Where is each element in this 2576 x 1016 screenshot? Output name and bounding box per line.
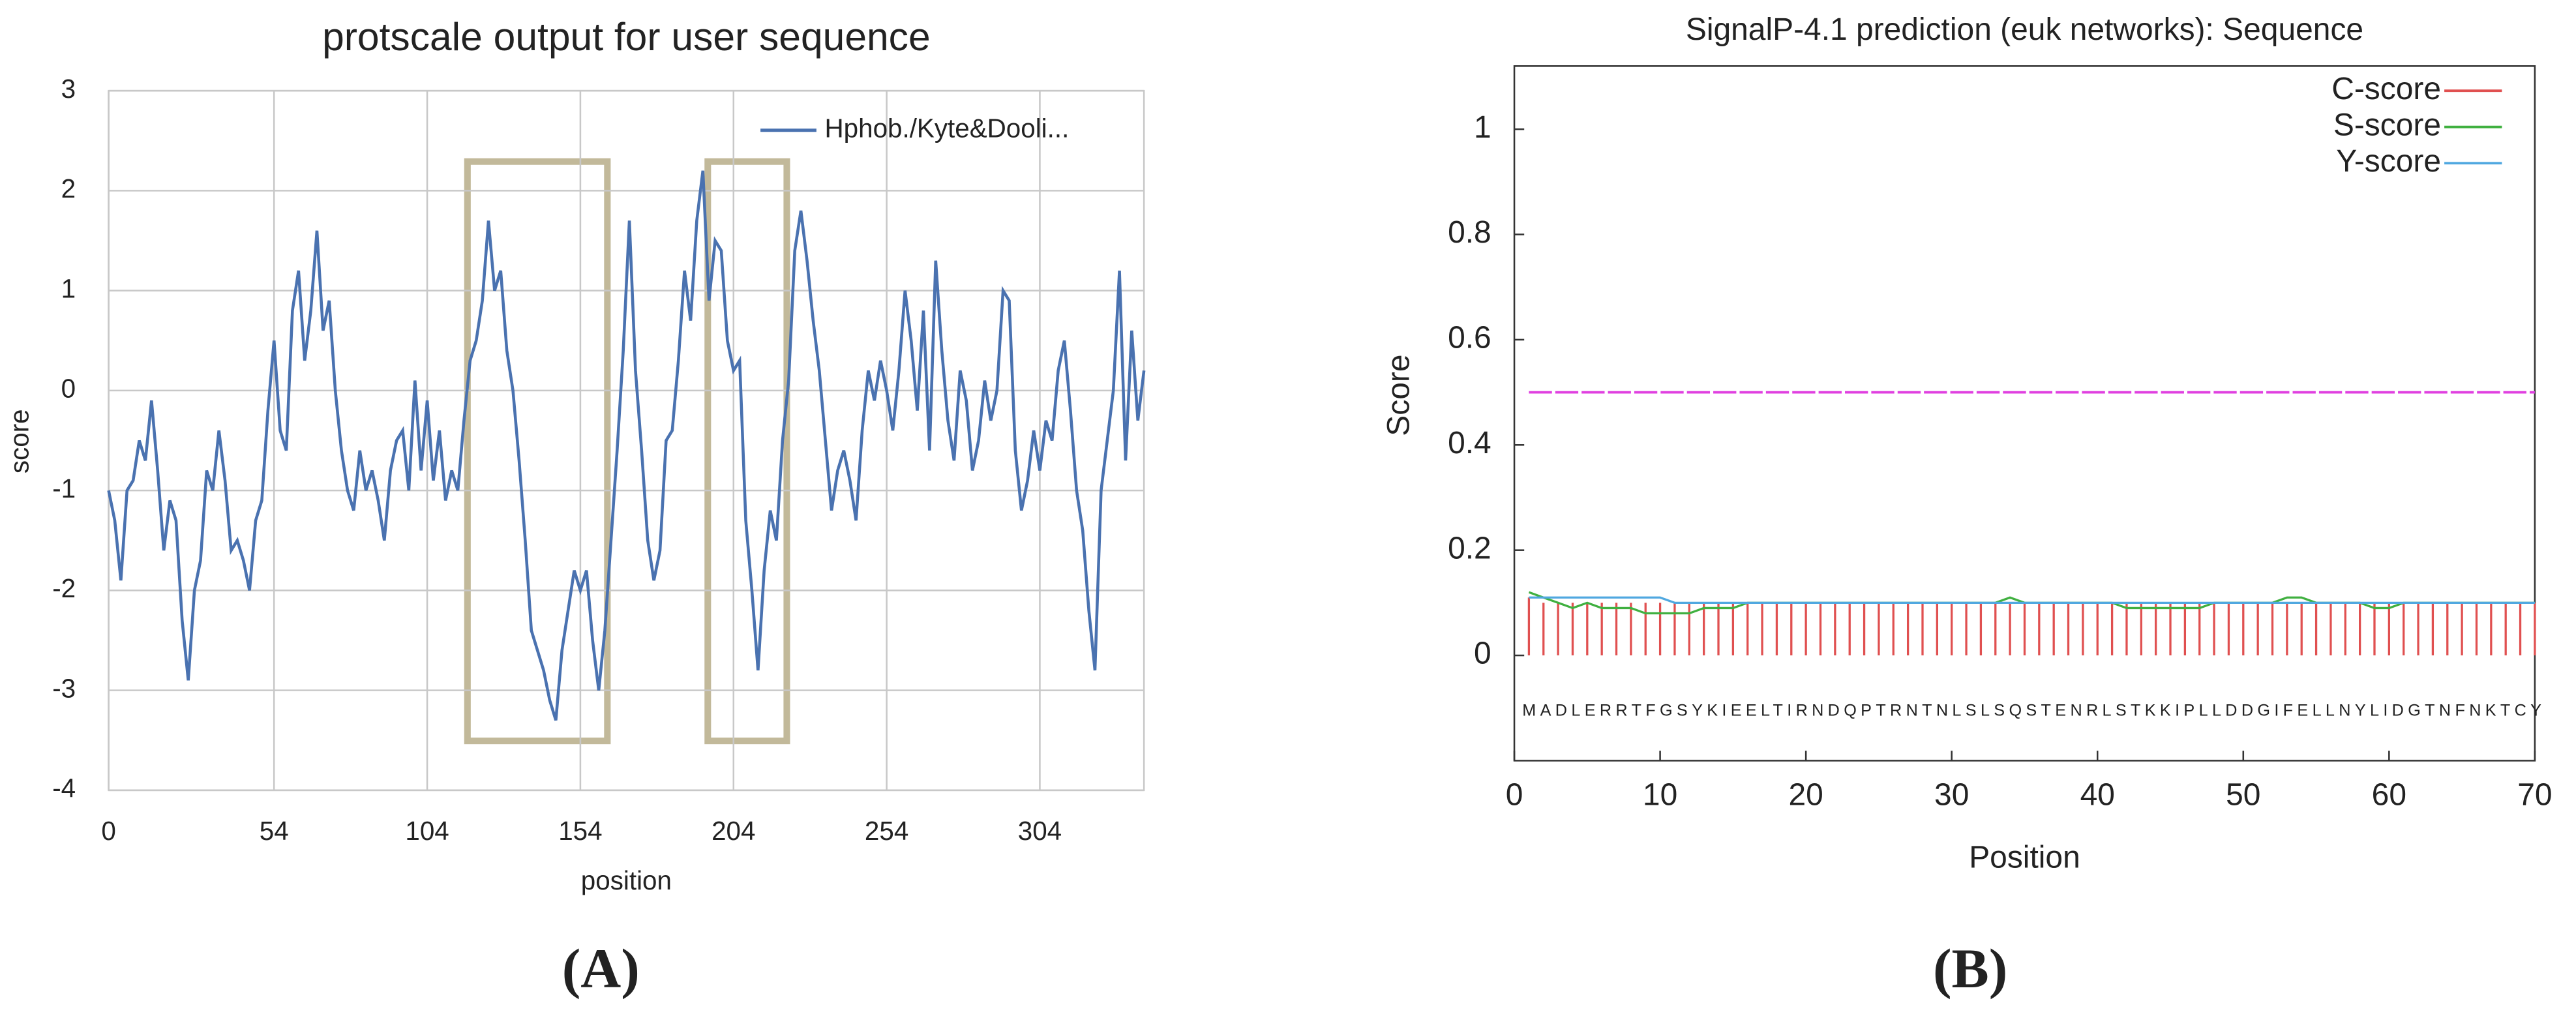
y-tick-label: 0.6	[1448, 321, 1491, 355]
chart-title: protscale output for user sequence	[322, 14, 931, 59]
x-tick-label: 254	[865, 816, 908, 846]
x-tick-label: 204	[711, 816, 755, 846]
y-tick-label: -3	[52, 673, 76, 703]
legend-label: S-score	[2333, 108, 2441, 142]
chart-panel: SignalP-4.1 prediction (euk networks): S…	[1382, 12, 2553, 875]
y-tick-label: 1	[61, 273, 76, 303]
x-tick-label: 50	[2226, 778, 2260, 813]
y-tick-label: 0.4	[1448, 426, 1491, 460]
chart-panel: protscale output for user sequence positi…	[4, 14, 1146, 895]
plot-frame	[1513, 65, 2536, 762]
data-line	[107, 170, 1146, 721]
x-tick-label: 104	[405, 816, 449, 846]
y-axis-label: score	[4, 409, 34, 473]
panel-label: (A)	[562, 938, 640, 1000]
x-axis-label: Position	[1969, 841, 2080, 875]
y-tick-label: 0	[1474, 636, 1491, 671]
legend-label: Hphob./Kyte&Dooli...	[825, 113, 1070, 143]
y-tick-label: -2	[52, 573, 76, 603]
x-tick-label: 20	[1788, 778, 1823, 813]
legend-label: Y-score	[2336, 144, 2441, 179]
y-tick-label: 0.8	[1448, 215, 1491, 250]
sequence: MADLERRTFGSYKIEELTIRNDQPTRNTNLSLSQSTENRL…	[1522, 701, 2541, 719]
panel-label: (B)	[1933, 938, 2007, 1000]
x-tick-label: 304	[1018, 816, 1062, 846]
x-tick-label: 40	[2080, 778, 2115, 813]
data-line	[1529, 596, 2535, 604]
x-tick-label: 70	[2517, 778, 2552, 813]
y-tick-label: 0	[61, 374, 76, 404]
y-tick-label: 1	[1474, 110, 1491, 145]
highlight-box	[704, 158, 790, 745]
x-tick-label: 0	[101, 816, 115, 846]
y-tick-label: 3	[61, 74, 76, 104]
highlight-box	[464, 158, 611, 745]
x-axis-label: position	[581, 865, 672, 895]
chart-title: SignalP-4.1 prediction (euk networks): S…	[1686, 12, 2363, 47]
y-axis-label: Score	[1382, 354, 1416, 436]
x-tick-label: 154	[558, 816, 602, 846]
x-tick-label: 60	[2372, 778, 2406, 813]
x-tick-label: 54	[260, 816, 289, 846]
x-tick-label: 0	[1506, 778, 1523, 813]
x-tick-label: 30	[1934, 778, 1969, 813]
plot-frame	[108, 89, 1145, 792]
y-tick-label: 2	[61, 173, 76, 203]
y-tick-label: -4	[52, 773, 76, 803]
y-tick-label: -1	[52, 473, 76, 503]
x-tick-label: 10	[1643, 778, 1677, 813]
legend-label: C-score	[2331, 72, 2441, 106]
y-tick-label: 0.2	[1448, 531, 1491, 565]
